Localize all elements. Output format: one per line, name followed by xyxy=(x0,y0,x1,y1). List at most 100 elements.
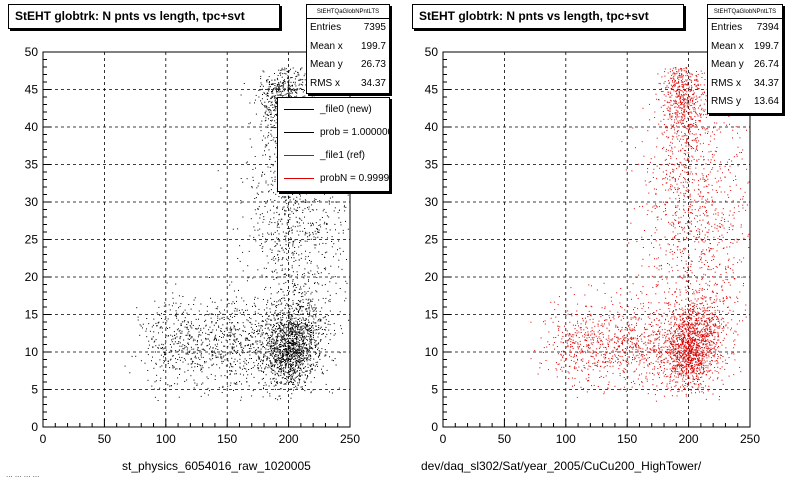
data-point xyxy=(189,350,191,352)
data-point xyxy=(189,325,191,327)
data-point xyxy=(289,87,291,89)
data-point xyxy=(276,230,278,232)
data-point xyxy=(299,79,301,81)
data-point xyxy=(681,356,683,358)
data-point xyxy=(274,109,275,111)
data-point xyxy=(224,359,226,361)
data-point xyxy=(317,267,319,269)
data-point xyxy=(221,337,223,338)
data-point xyxy=(215,314,216,316)
data-point xyxy=(295,76,297,78)
data-point xyxy=(276,305,278,306)
data-point xyxy=(293,198,295,200)
data-point xyxy=(271,349,273,351)
data-point xyxy=(253,333,255,334)
data-point xyxy=(675,369,676,371)
data-point xyxy=(182,296,184,297)
data-point xyxy=(690,331,692,332)
data-point xyxy=(670,323,672,325)
data-point xyxy=(270,123,272,125)
data-point xyxy=(265,105,267,107)
data-point xyxy=(287,77,288,79)
data-point xyxy=(675,343,677,345)
data-point xyxy=(298,380,300,382)
data-point xyxy=(292,356,294,358)
data-point xyxy=(214,344,216,346)
data-point xyxy=(283,338,285,340)
data-point xyxy=(306,323,308,325)
data-point xyxy=(221,362,223,364)
data-point xyxy=(683,338,685,340)
data-point xyxy=(135,355,137,357)
data-point xyxy=(172,355,174,357)
data-point xyxy=(228,303,230,304)
data-point xyxy=(270,293,272,295)
data-point xyxy=(292,286,294,288)
data-point xyxy=(274,100,276,102)
data-point xyxy=(683,346,685,348)
data-point xyxy=(338,209,340,211)
data-point xyxy=(320,272,322,274)
data-point xyxy=(299,305,301,307)
data-point xyxy=(303,325,305,327)
data-point xyxy=(290,378,292,380)
data-point xyxy=(701,363,703,365)
data-point xyxy=(255,240,257,242)
data-point xyxy=(687,384,688,385)
data-point xyxy=(681,340,683,342)
data-point xyxy=(269,348,271,350)
data-point xyxy=(131,355,133,357)
data-point xyxy=(299,218,301,220)
data-point xyxy=(242,270,244,272)
data-point xyxy=(211,350,213,352)
data-point xyxy=(278,324,279,326)
data-point xyxy=(279,351,281,353)
data-point xyxy=(286,331,288,333)
data-point xyxy=(268,82,270,84)
data-point xyxy=(183,348,185,350)
data-point xyxy=(275,384,277,386)
data-point xyxy=(298,311,299,313)
data-point xyxy=(286,294,288,296)
data-point xyxy=(300,87,302,89)
data-point xyxy=(692,337,694,339)
data-point xyxy=(683,358,684,360)
data-point xyxy=(707,348,709,350)
data-point xyxy=(277,399,279,401)
data-point xyxy=(273,385,275,387)
data-point xyxy=(282,95,284,96)
data-point xyxy=(283,326,284,328)
data-point xyxy=(315,314,317,316)
data-point xyxy=(688,316,690,318)
data-point xyxy=(245,331,246,333)
data-point xyxy=(230,370,232,372)
data-point xyxy=(325,211,327,213)
data-point xyxy=(295,352,297,354)
data-point xyxy=(289,305,291,306)
data-point xyxy=(317,201,319,202)
data-point xyxy=(698,339,700,341)
data-point xyxy=(290,349,291,351)
data-point xyxy=(278,94,280,96)
data-point xyxy=(271,95,273,97)
data-point xyxy=(325,336,327,338)
data-point xyxy=(273,192,275,194)
data-point xyxy=(283,90,285,92)
data-point xyxy=(281,356,283,358)
data-point xyxy=(286,224,288,226)
data-point xyxy=(260,334,262,336)
data-point xyxy=(265,366,267,368)
data-point xyxy=(687,357,689,359)
data-point xyxy=(303,342,305,344)
data-point xyxy=(310,238,312,240)
data-point xyxy=(282,346,284,348)
data-point xyxy=(677,364,678,366)
data-point xyxy=(299,337,301,339)
data-point xyxy=(307,207,308,209)
data-point xyxy=(265,110,267,112)
data-point xyxy=(254,352,256,354)
data-point xyxy=(286,312,288,314)
data-point xyxy=(683,357,685,359)
data-point xyxy=(291,382,293,383)
data-point xyxy=(324,257,326,258)
